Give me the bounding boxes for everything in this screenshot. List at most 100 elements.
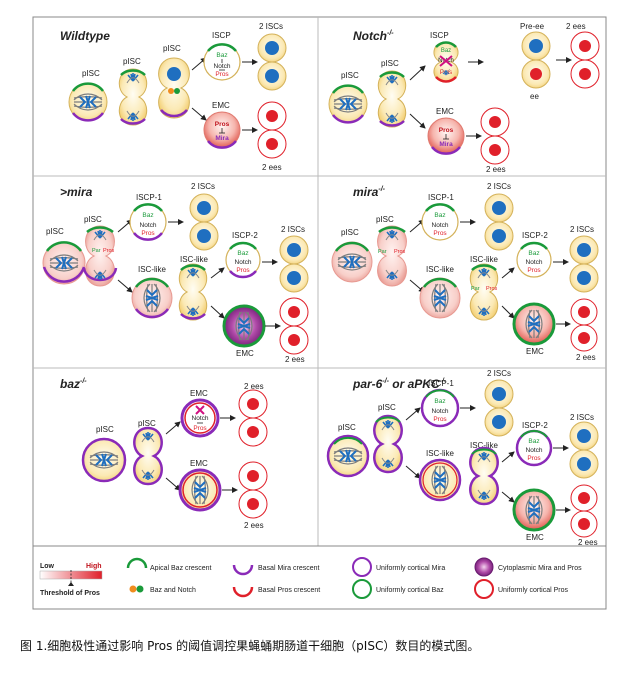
ee-cell — [521, 59, 551, 89]
panel-baz-mutant: baz-/- pISC pISC EMC Notch Pros 2 ees — [60, 377, 268, 530]
label-iscp1: ISCP-1 — [136, 193, 162, 202]
emc-cell — [512, 302, 556, 346]
ee-daughter-cell — [570, 324, 598, 352]
isc-daughter-cell — [484, 193, 514, 223]
pisc-mitotic-cell — [326, 434, 370, 478]
uniform-mira-icon — [352, 557, 372, 577]
label-out: 2 ISCs — [570, 413, 594, 422]
isc-like-dividing-cell — [469, 446, 499, 506]
ee-daughter-cell — [257, 101, 287, 131]
pros-label: Pros — [141, 230, 155, 237]
label-out: 2 ees — [486, 165, 506, 174]
panel-title: >mira — [60, 185, 93, 199]
isc-daughter-cell — [279, 235, 309, 265]
ee-daughter-cell — [238, 389, 268, 419]
uniform-pros-icon — [474, 579, 494, 599]
label-emc: EMC — [212, 101, 230, 110]
label-pisc: pISC — [123, 57, 141, 66]
ee-daughter-cell — [238, 489, 268, 519]
baz-dot-icon — [136, 585, 144, 593]
label-iscp: ISCP — [212, 31, 231, 40]
isc-like-mitotic-cell — [418, 458, 462, 502]
label-out: 2 ISCs — [487, 182, 511, 191]
notch-label: Notch — [526, 259, 543, 266]
ee-daughter-cell — [238, 461, 268, 491]
iscp2-cell: Baz Notch Pros — [516, 241, 552, 278]
label-out: 2 ISCs — [570, 225, 594, 234]
label-out: 2 ees — [576, 353, 596, 362]
label-isc-like: ISC-like — [180, 255, 209, 264]
label-out: 2 ees — [285, 355, 305, 364]
mira-label: Mira — [215, 135, 229, 142]
isc-daughter-cell — [189, 193, 219, 223]
ee-daughter-cell — [570, 298, 598, 326]
legend-cyto-mira-pros: Cytoplasmic Mira and Pros — [498, 565, 582, 572]
isc-daughter-cell — [257, 61, 287, 91]
ee-daughter-cell — [480, 135, 510, 165]
label-emc: EMC — [190, 459, 208, 468]
panel-mira-overexpression: >mira pISC pISC Par Pros ISCP-1 Baz N — [42, 182, 309, 364]
pros-label: Pros — [394, 249, 406, 255]
pros-label: Pros — [486, 286, 498, 292]
isc-daughter-cell — [569, 263, 599, 293]
ee-daughter-cell — [570, 484, 598, 512]
label-out: 2 ees — [244, 521, 264, 530]
iscp2-cell: Baz Notch Pros — [225, 241, 261, 279]
isc-daughter-cell — [569, 235, 599, 265]
emc-cell: Notch Pros — [180, 398, 220, 438]
label-out: 2 ISCs — [487, 369, 511, 378]
label-pisc: pISC — [378, 403, 396, 412]
pros-label: Pros — [527, 267, 541, 274]
pisc-telophase-cell — [158, 57, 190, 119]
pros-label: Pros — [215, 71, 229, 78]
label-isc-like: ISC-like — [426, 265, 455, 274]
ee-daughter-cell — [279, 325, 309, 355]
label-emc: EMC — [236, 349, 254, 358]
legend-uniform-mira: Uniformly cortical Mira — [376, 565, 445, 572]
label-pisc: pISC — [341, 228, 359, 237]
panel-title: baz-/- — [60, 377, 87, 391]
isc-like-dividing-cell — [178, 263, 208, 321]
pros-label: Pros — [527, 455, 541, 462]
isc-daughter-cell — [569, 449, 599, 479]
legend-high: High — [86, 563, 102, 570]
pros-label: Pros — [193, 425, 207, 432]
pisc-dividing-cell — [373, 414, 403, 474]
cytoplasmic-mira-pros-icon — [474, 557, 494, 577]
baz-label: Baz — [528, 438, 539, 445]
label-pisc: pISC — [341, 71, 359, 80]
apical-baz-icon — [126, 557, 148, 569]
isc-daughter-cell — [257, 33, 287, 63]
ee-daughter-cell — [570, 31, 600, 61]
label-pisc: pISC — [46, 227, 64, 236]
legend-apical-baz: Apical Baz crescent — [150, 565, 212, 572]
iscp1-cell: Baz Notch Pros — [129, 203, 167, 241]
pros-label: Pros — [103, 248, 115, 254]
pros-label: Pros — [439, 127, 454, 134]
label-pisc: pISC — [138, 419, 156, 428]
ee-daughter-cell — [570, 510, 598, 538]
label-pisc: pISC — [82, 69, 100, 78]
ee-daughter-cell — [480, 107, 510, 137]
label-out: 2 ees — [566, 22, 586, 31]
label-pisc: pISC — [96, 425, 114, 434]
panel-par6-apkc-mutant: par-6-/- or aPKC-/- pISC pISC ISCP-1 Baz… — [326, 369, 599, 547]
panel-title: par-6-/- or aPKC-/- — [352, 377, 447, 391]
legend-baz-notch: Baz and Notch — [150, 587, 196, 594]
pisc-dividing-cell: Par Pros — [377, 225, 407, 287]
iscp2-cell: Baz Notch Pros — [515, 429, 553, 467]
isc-daughter-cell — [484, 407, 514, 437]
legend-threshold: Threshold of Pros — [40, 590, 100, 597]
label-pisc: pISC — [376, 215, 394, 224]
ee-daughter-cell — [279, 297, 309, 327]
isc-daughter-cell — [569, 421, 599, 451]
panel-mira-mutant: mira-/- pISC pISC Par Pros ISCP-1 Baz No… — [331, 182, 599, 362]
label-iscp2: ISCP-2 — [232, 231, 258, 240]
label-pisc: pISC — [338, 423, 356, 432]
label-out: 2 ISCs — [259, 22, 283, 31]
label-pre-ee: Pre-ee — [520, 22, 545, 31]
pros-label: Pros — [433, 416, 447, 423]
label-emc: EMC — [526, 533, 544, 542]
